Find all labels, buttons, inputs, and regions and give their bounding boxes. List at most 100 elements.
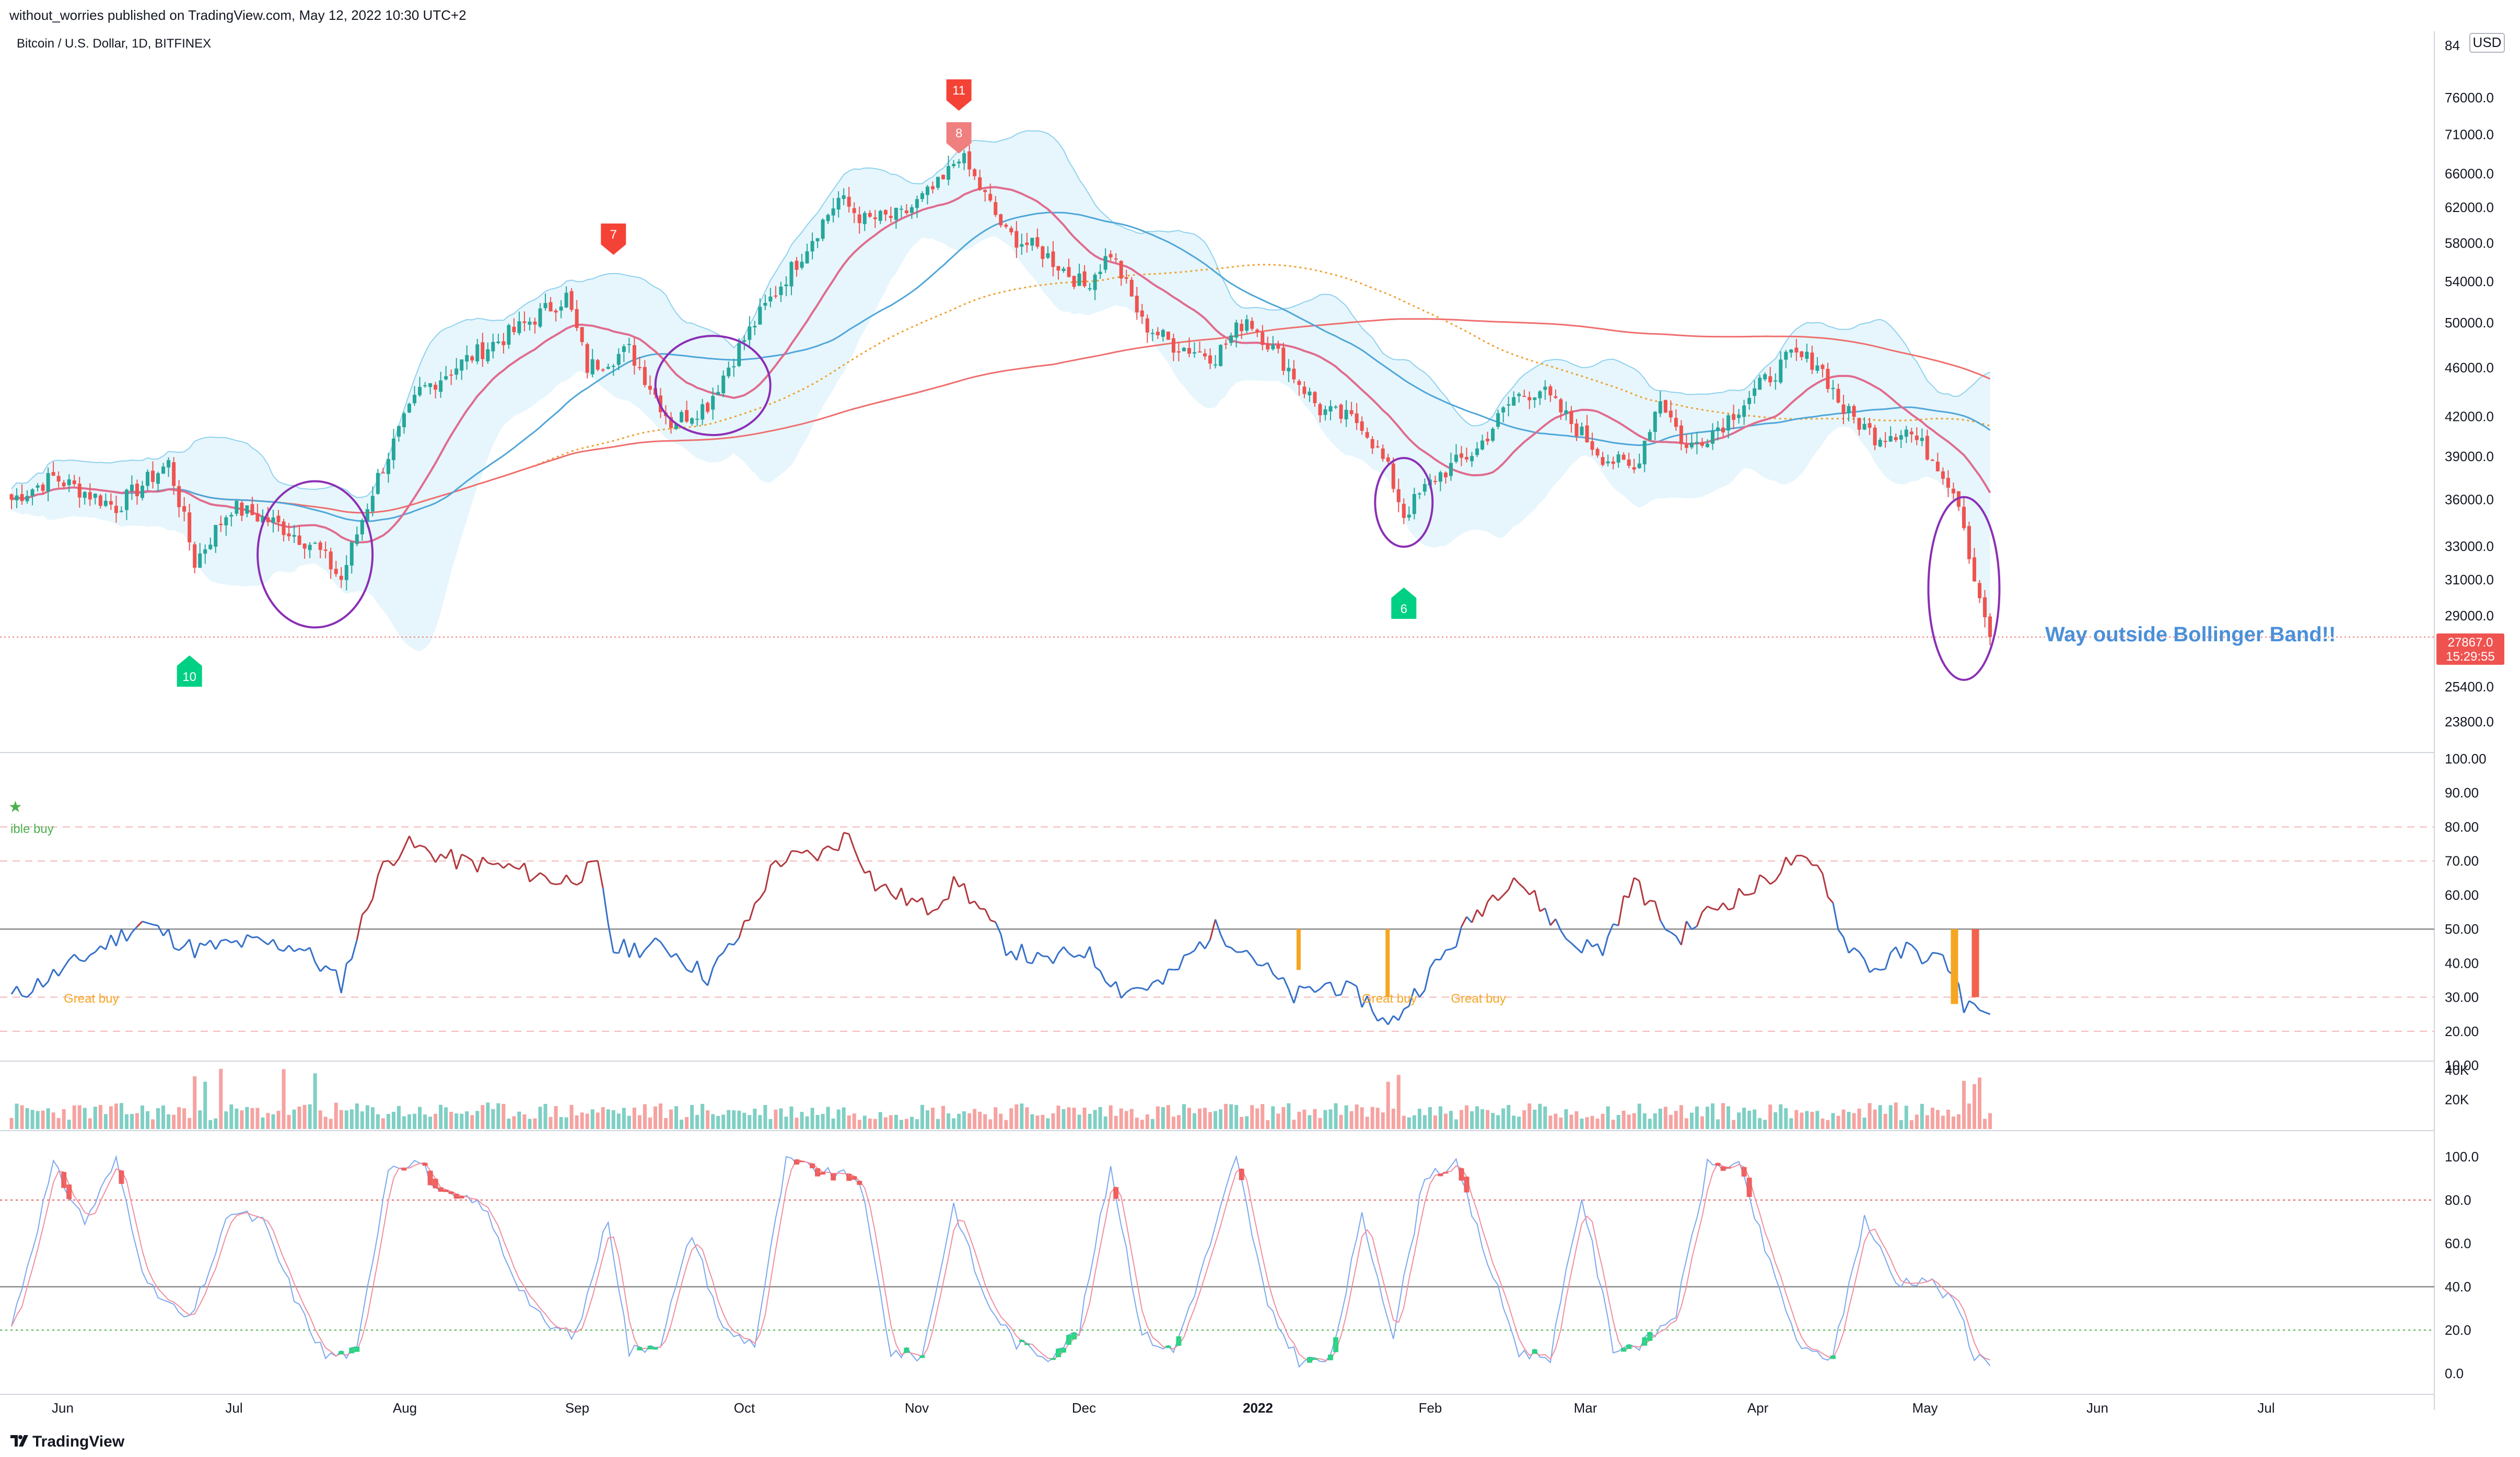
stoch-tick-label: 40.0 — [2445, 1279, 2471, 1295]
volume-bar — [376, 1114, 380, 1129]
great-buy-bar — [1385, 929, 1390, 997]
rsi-segment — [1686, 921, 1693, 930]
candle-body — [1030, 238, 1034, 246]
rsi-segment — [1827, 896, 1834, 903]
volume-bar — [1198, 1108, 1202, 1129]
volume-bar — [501, 1103, 506, 1129]
rsi-segment — [393, 858, 400, 866]
rsi-segment — [623, 938, 630, 958]
rsi-segment — [1204, 939, 1211, 949]
candle-body — [983, 190, 987, 192]
volume-bar — [507, 1118, 511, 1129]
rsi-segment — [482, 856, 488, 864]
candle-body — [1800, 351, 1804, 357]
volume-bar — [1475, 1106, 1479, 1129]
volume-bar — [51, 1112, 55, 1129]
candle-body — [1821, 365, 1825, 369]
count-label: 10 — [182, 670, 196, 684]
count-label: 7 — [610, 228, 617, 242]
volume-bar — [936, 1119, 940, 1129]
candle-body — [1753, 388, 1757, 396]
candle-body — [1883, 441, 1887, 442]
currency-badge[interactable] — [2469, 33, 2505, 53]
rsi-segment — [717, 951, 724, 958]
candle-body — [1109, 254, 1113, 257]
rsi-segment — [272, 939, 279, 950]
candle-body — [522, 321, 527, 323]
axis-labels: 76000.0 71000.0 66000.0 62000.0 58000.0 54000… — [52, 38, 2494, 1416]
candle-body — [1527, 397, 1532, 401]
stoch-cross-fill — [1176, 1336, 1182, 1346]
volume-bar — [616, 1113, 621, 1129]
hand-drawn-circle — [1927, 496, 2001, 681]
rsi-segment — [466, 856, 473, 861]
rsi-segment — [136, 921, 143, 927]
rsi-segment — [356, 914, 363, 940]
volume-bar — [1951, 1116, 1955, 1129]
volume-bar — [1386, 1082, 1390, 1129]
chart-area[interactable]: 10 7 8 11 6 Great buy Great buy Great buy ible … — [0, 0, 2520, 1426]
price-tick-label: 31000.0 — [2445, 572, 2494, 588]
rsi-segment — [1199, 941, 1206, 949]
rsi-segment — [644, 944, 651, 950]
stoch-cross-fill — [1626, 1344, 1632, 1349]
candle-body — [240, 502, 244, 516]
stoch-cross-fill — [1024, 1343, 1030, 1345]
candle-body — [193, 544, 197, 568]
volume-bar — [627, 1115, 631, 1129]
rsi-segment — [1371, 1011, 1379, 1021]
volume-bar — [1323, 1110, 1327, 1129]
volume-bar — [1480, 1109, 1485, 1129]
candle-body — [1302, 386, 1306, 394]
candle-body — [1669, 410, 1673, 418]
rsi-segment — [1471, 909, 1478, 923]
volume-bar — [381, 1118, 385, 1129]
candle-body — [716, 392, 720, 395]
volume-bar — [423, 1114, 427, 1129]
rsi-segment — [419, 844, 426, 848]
price-tick-label: 50000.0 — [2445, 315, 2494, 331]
volume-bar — [491, 1109, 495, 1129]
rsi-segment — [1617, 896, 1625, 926]
volume-bar — [1009, 1108, 1013, 1129]
count-badge — [946, 122, 972, 154]
rsi-segment — [1691, 925, 1698, 930]
volume-bar — [763, 1105, 767, 1129]
stoch-tick-label: 80.0 — [2445, 1192, 2471, 1208]
candle-body — [30, 489, 34, 496]
volume-bar — [1805, 1111, 1809, 1129]
volume-bar — [1077, 1114, 1081, 1129]
volume-bar — [721, 1114, 726, 1129]
stoch-cross-fill — [1019, 1340, 1024, 1342]
candle-body — [1098, 272, 1102, 274]
volume-bar — [590, 1109, 594, 1129]
stoch-cross-fill — [794, 1159, 799, 1165]
volume-bar — [1768, 1104, 1772, 1129]
time-tick-label: Nov — [905, 1400, 929, 1416]
candle-body — [1014, 231, 1019, 248]
volume-bar — [1067, 1107, 1071, 1129]
candle-body — [1308, 391, 1312, 396]
candle-body — [748, 326, 752, 340]
stoch-cross-fill — [1715, 1162, 1721, 1166]
rsi-segment — [79, 959, 85, 962]
candle-body — [674, 424, 679, 429]
volume-bar — [1721, 1103, 1725, 1129]
candle-body — [1648, 432, 1652, 440]
candle-body — [182, 506, 186, 512]
candle-body — [1705, 443, 1709, 448]
rsi-segment — [811, 854, 819, 862]
candle-body — [1245, 319, 1249, 331]
volume-bar — [188, 1118, 192, 1129]
rsi-segment — [200, 942, 206, 946]
volume-bar — [1601, 1113, 1605, 1129]
candle-body — [1815, 365, 1819, 371]
rsi-segment — [1974, 1003, 1980, 1011]
volume-bar — [208, 1120, 213, 1129]
rsi-segment — [1031, 951, 1039, 964]
volume-bar — [1176, 1115, 1181, 1129]
candle-body — [1051, 251, 1055, 267]
stoch-cross-fill — [1061, 1348, 1067, 1353]
candle-body — [1642, 441, 1647, 465]
rsi-segment — [1634, 877, 1640, 882]
